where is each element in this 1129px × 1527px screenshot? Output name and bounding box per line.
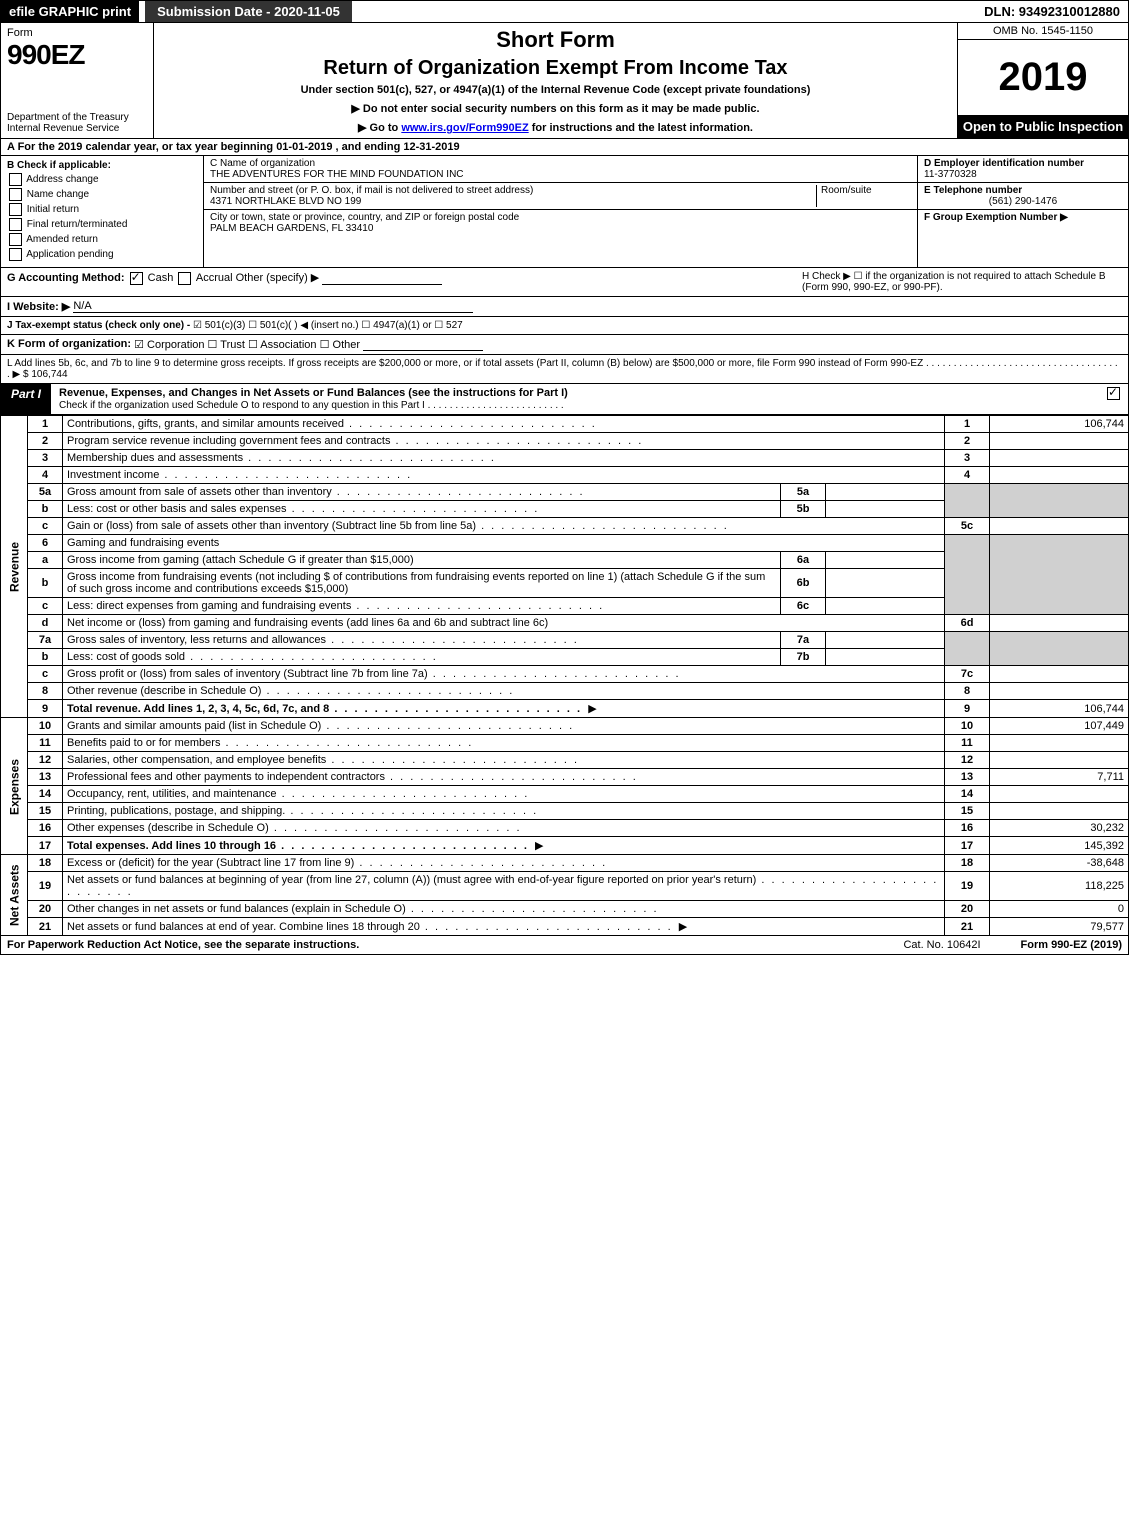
omb-number: OMB No. 1545-1150: [958, 23, 1128, 40]
label-k: K Form of organization:: [7, 338, 131, 351]
no-ssn-note: ▶ Do not enter social security numbers o…: [160, 102, 951, 115]
irs-label: Internal Revenue Service: [7, 123, 147, 134]
section-d: D Employer identification number 11-3770…: [918, 156, 1128, 183]
open-to-public: Open to Public Inspection: [958, 115, 1128, 138]
dept-treasury: Department of the Treasury: [7, 112, 147, 123]
label-org-name: C Name of organization: [210, 158, 911, 169]
form-word: Form: [7, 27, 147, 39]
chk-name-change[interactable]: Name change: [7, 188, 197, 201]
section-h: H Check ▶ ☐ if the organization is not r…: [802, 271, 1122, 293]
website-value: N/A: [73, 300, 473, 313]
org-name-row: C Name of organization THE ADVENTURES FO…: [204, 156, 917, 183]
chk-amended-return[interactable]: Amended return: [7, 233, 197, 246]
section-b: B Check if applicable: Address change Na…: [1, 156, 204, 267]
city-row: City or town, state or province, country…: [204, 210, 917, 236]
part1-header: Part I Revenue, Expenses, and Changes in…: [0, 383, 1129, 415]
part1-title: Revenue, Expenses, and Changes in Net As…: [51, 384, 1099, 414]
row-g-h: G Accounting Method: Cash Accrual Other …: [0, 268, 1129, 297]
phone-value: (561) 290-1476: [924, 196, 1122, 207]
part1-sub: Check if the organization used Schedule …: [59, 400, 564, 411]
entity-info-block: B Check if applicable: Address change Na…: [0, 156, 1129, 268]
org-name: THE ADVENTURES FOR THE MIND FOUNDATION I…: [210, 169, 911, 180]
form-header: Form 990EZ Department of the Treasury In…: [0, 23, 1129, 139]
chk-final-return[interactable]: Final return/terminated: [7, 218, 197, 231]
chk-cash[interactable]: [130, 272, 143, 285]
street-row: Number and street (or P. O. box, if mail…: [204, 183, 917, 210]
chk-address-change[interactable]: Address change: [7, 173, 197, 186]
header-left: Form 990EZ Department of the Treasury In…: [1, 23, 154, 138]
ln-1-val: 106,744: [990, 416, 1129, 433]
j-options: ☑ 501(c)(3) ☐ 501(c)( ) ◀ (insert no.) ☐…: [193, 320, 463, 331]
return-title: Return of Organization Exempt From Incom…: [160, 57, 951, 80]
ln-1-desc: Contributions, gifts, grants, and simila…: [67, 418, 597, 430]
section-f: F Group Exemption Number ▶: [918, 210, 1128, 225]
chk-initial-return[interactable]: Initial return: [7, 203, 197, 216]
label-room: Room/suite: [821, 185, 911, 196]
part1-tab: Part I: [1, 384, 51, 414]
efile-badge: efile GRAPHIC print: [1, 1, 139, 22]
part1-check: [1099, 384, 1128, 414]
top-bar: efile GRAPHIC print Submission Date - 20…: [0, 0, 1129, 23]
section-b-title: B Check if applicable:: [7, 160, 111, 171]
net-assets-eoy: 79,577: [990, 918, 1129, 936]
part1-table: Revenue 1 Contributions, gifts, grants, …: [0, 415, 1129, 936]
part1-checkbox[interactable]: [1107, 387, 1120, 400]
label-i: I Website: ▶: [7, 300, 70, 313]
label-ein: D Employer identification number: [924, 158, 1084, 169]
dln-label: DLN: 93492310012880: [976, 1, 1128, 22]
label-j: J Tax-exempt status (check only one) -: [7, 320, 190, 331]
tax-year: 2019: [958, 40, 1128, 115]
city-value: PALM BEACH GARDENS, FL 33410: [210, 223, 911, 234]
ln-1-no: 1: [28, 416, 63, 433]
section-c: C Name of organization THE ADVENTURES FO…: [204, 156, 917, 267]
section-e: E Telephone number (561) 290-1476: [918, 183, 1128, 210]
label-other: Other (specify) ▶: [236, 272, 320, 284]
street-value: 4371 NORTHLAKE BLVD NO 199: [210, 196, 816, 207]
label-phone: E Telephone number: [924, 185, 1022, 196]
row-i: I Website: ▶ N/A: [0, 297, 1129, 317]
form-ref: Form 990-EZ (2019): [1021, 939, 1122, 951]
paperwork-notice: For Paperwork Reduction Act Notice, see …: [7, 939, 359, 951]
goto-pre: ▶ Go to: [358, 122, 401, 134]
row-j: J Tax-exempt status (check only one) - ☑…: [0, 317, 1129, 335]
chk-accrual[interactable]: [178, 272, 191, 285]
short-form-title: Short Form: [160, 27, 951, 53]
goto-post: for instructions and the latest informat…: [529, 122, 753, 134]
header-center: Short Form Return of Organization Exempt…: [154, 23, 957, 138]
goto-link[interactable]: www.irs.gov/Form990EZ: [401, 122, 528, 134]
row-k: K Form of organization: ☑ Corporation ☐ …: [0, 335, 1129, 355]
part1-title-text: Revenue, Expenses, and Changes in Net As…: [59, 387, 568, 399]
section-def: D Employer identification number 11-3770…: [917, 156, 1128, 267]
cat-no: Cat. No. 10642I: [903, 939, 980, 951]
ein-value: 11-3770328: [924, 169, 977, 180]
label-city: City or town, state or province, country…: [210, 212, 911, 223]
k-other-input[interactable]: [363, 338, 483, 351]
revenue-label: Revenue: [1, 416, 28, 718]
page-footer: For Paperwork Reduction Act Notice, see …: [0, 936, 1129, 955]
form-number: 990EZ: [7, 39, 147, 71]
line-a-period: A For the 2019 calendar year, or tax yea…: [0, 139, 1129, 156]
k-options: ☑ Corporation ☐ Trust ☐ Association ☐ Ot…: [134, 338, 360, 351]
header-right: OMB No. 1545-1150 2019 Open to Public In…: [957, 23, 1128, 138]
ln-1-num: 1: [945, 416, 990, 433]
label-group-exemption: F Group Exemption Number ▶: [924, 212, 1068, 223]
label-street: Number and street (or P. O. box, if mail…: [210, 185, 816, 196]
total-revenue: 106,744: [990, 700, 1129, 718]
netassets-label: Net Assets: [1, 855, 28, 936]
goto-line: ▶ Go to www.irs.gov/Form990EZ for instru…: [160, 121, 951, 134]
section-g: G Accounting Method: Cash Accrual Other …: [7, 271, 442, 293]
label-g: G Accounting Method:: [7, 272, 125, 284]
under-section: Under section 501(c), 527, or 4947(a)(1)…: [160, 84, 951, 96]
other-specify-input[interactable]: [322, 272, 442, 285]
row-l: L Add lines 5b, 6c, and 7b to line 9 to …: [0, 355, 1129, 383]
expenses-label: Expenses: [1, 718, 28, 855]
chk-application-pending[interactable]: Application pending: [7, 248, 197, 261]
total-expenses: 145,392: [990, 837, 1129, 855]
submission-date: Submission Date - 2020-11-05: [145, 1, 352, 22]
